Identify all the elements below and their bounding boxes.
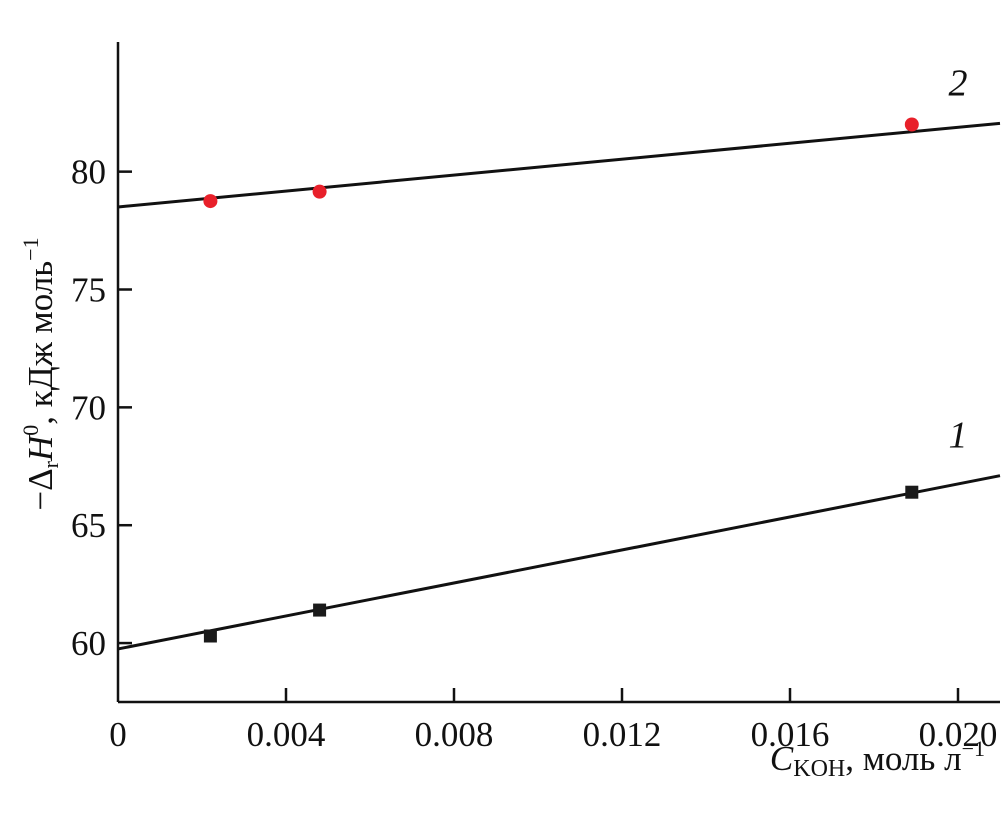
series-2-point	[904, 117, 919, 132]
y-axis-units-sup: −1	[18, 237, 43, 260]
y-ticks: 60 65 70 75 80	[71, 153, 132, 663]
y-axis-prefix: −Δ	[21, 468, 60, 510]
series-1-point	[203, 629, 217, 643]
y-tick-label: 75	[71, 271, 106, 310]
y-axis-sub: r	[38, 460, 63, 468]
x-ticks: 0 0.004 0.008 0.012 0.016 0.020	[109, 688, 997, 754]
series-1-point	[905, 485, 919, 499]
x-tick-label: 0.004	[247, 715, 326, 754]
x-tick-label: 0	[109, 715, 127, 754]
x-tick-label: 0.008	[415, 715, 494, 754]
x-axis-subscript: KOH	[793, 756, 845, 782]
y-axis-sup: 0	[18, 425, 43, 436]
axes	[116, 42, 1000, 704]
y-axis-units: , кДж моль	[21, 261, 60, 425]
y-axis-symbol: H	[21, 434, 60, 462]
series-1-point	[313, 603, 327, 617]
x-axis-title: CKOH, моль л−1	[770, 736, 985, 782]
x-tick-label: 0.016	[751, 715, 830, 754]
series-tags: 12	[949, 62, 968, 456]
x-axis-units-sup: −1	[962, 736, 985, 761]
y-tick-label: 80	[71, 153, 106, 192]
series-2-fit-line	[117, 121, 1001, 209]
series-1-fit-line	[117, 474, 1001, 651]
series-2-point	[312, 184, 327, 199]
series-1-label: 1	[949, 415, 968, 457]
y-tick-label: 70	[71, 388, 106, 427]
series-2-label: 2	[949, 62, 968, 104]
x-tick-label: 0.012	[583, 715, 662, 754]
x-axis-units: , моль л	[845, 739, 961, 778]
y-axis-title: −ΔrH0, кДж моль−1	[18, 237, 63, 510]
y-tick-label: 60	[71, 624, 106, 663]
markers	[203, 117, 919, 643]
fit-lines	[117, 121, 1001, 651]
x-axis-symbol: C	[770, 739, 794, 778]
series-2-point	[203, 194, 218, 209]
y-tick-label: 65	[71, 506, 106, 545]
x-tick-label: 0.020	[919, 715, 998, 754]
